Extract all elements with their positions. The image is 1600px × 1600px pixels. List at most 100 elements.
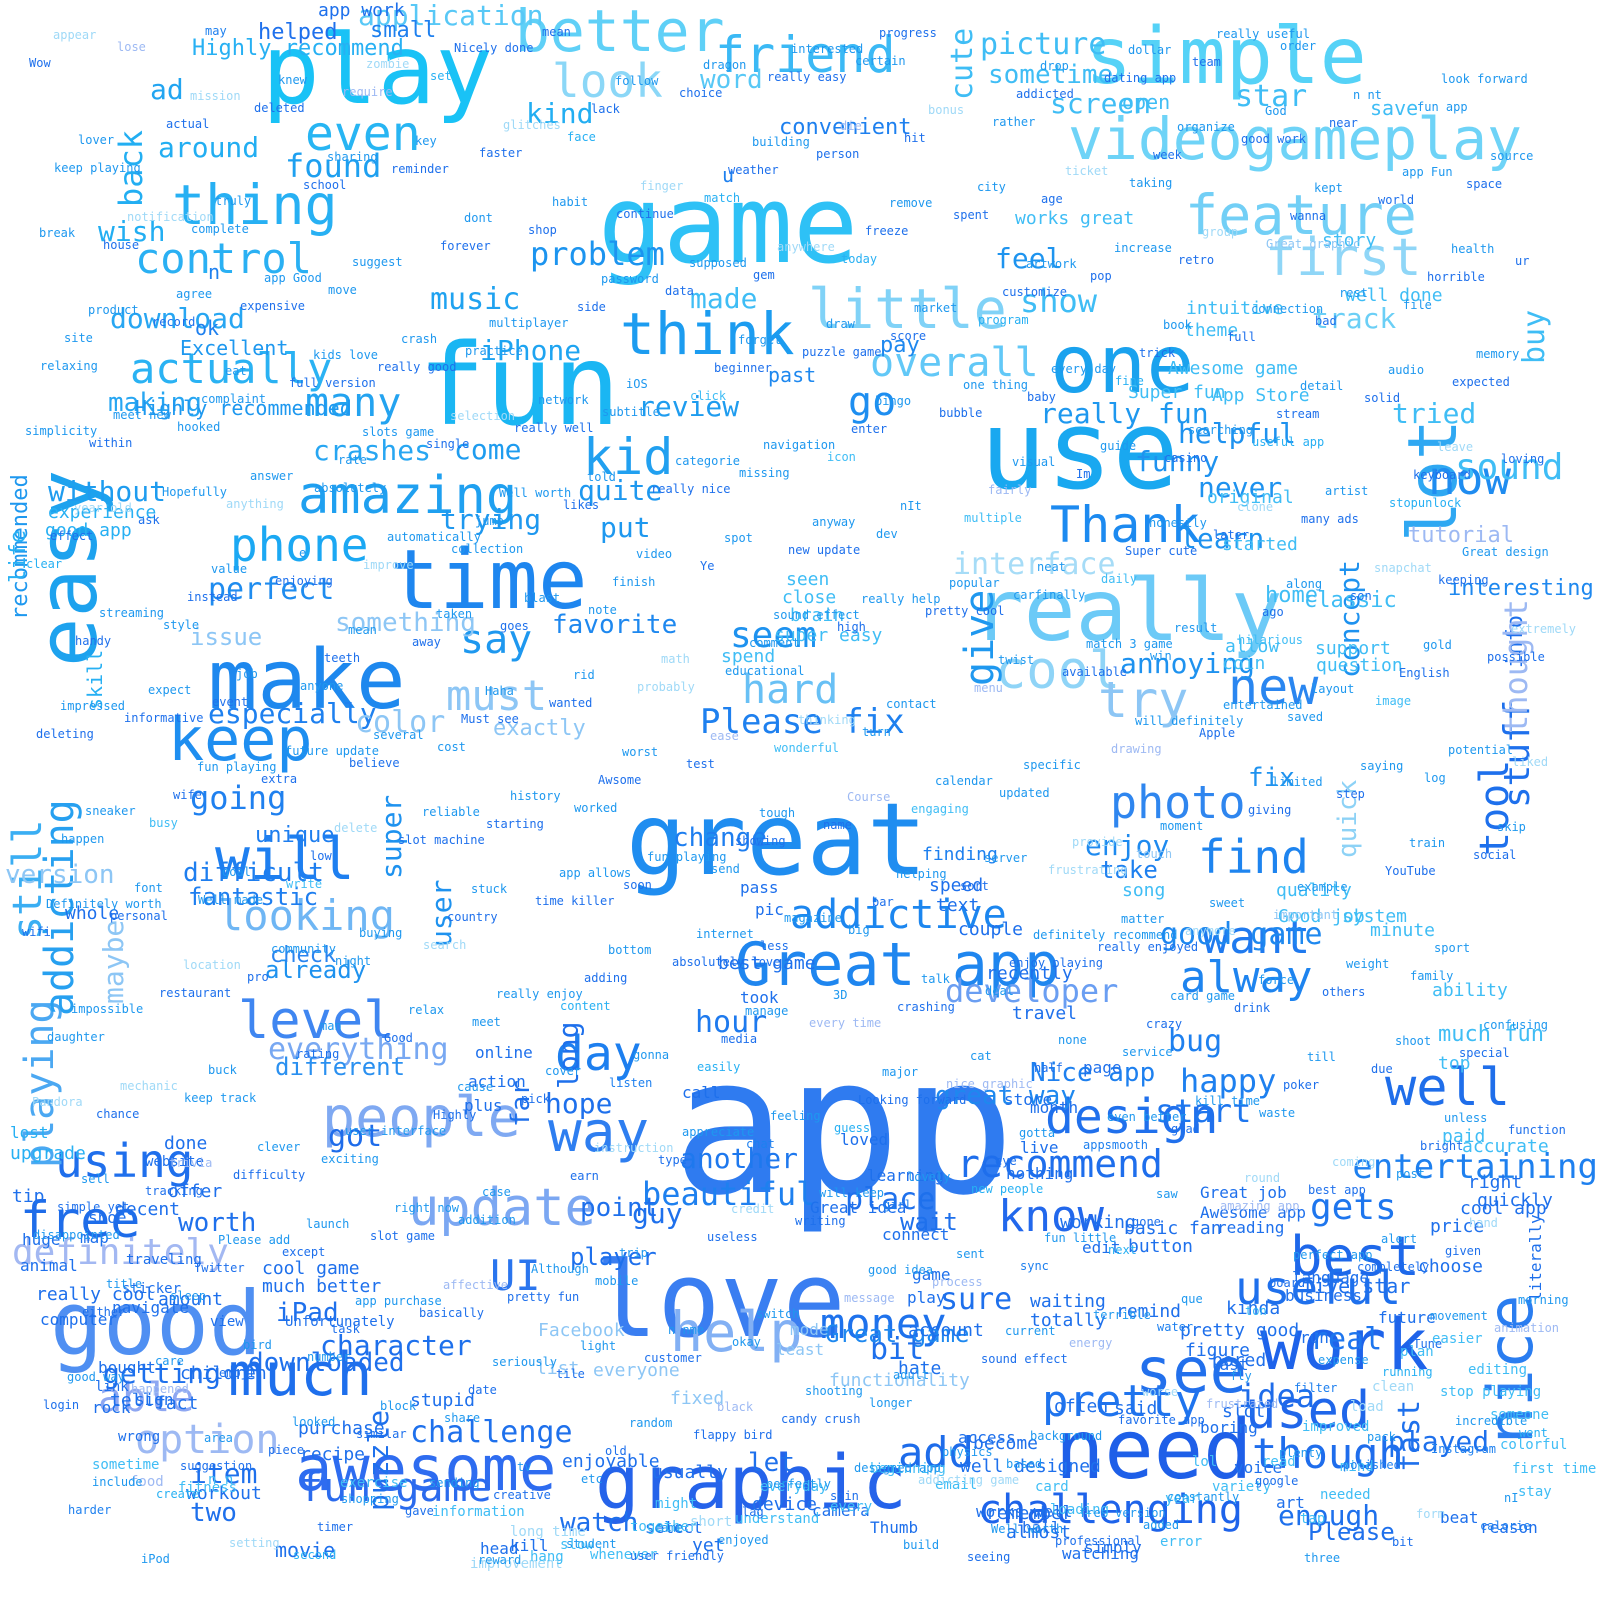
word-lost: lost (10, 1123, 49, 1142)
word-history: history (510, 789, 561, 803)
word-later: later (1213, 528, 1250, 542)
word-getting: getting (103, 1357, 222, 1390)
word-come: come (454, 433, 522, 466)
word-mechanic: mechanic (120, 1079, 178, 1093)
word-ok: ok (195, 316, 220, 340)
word-using: using (55, 1134, 194, 1188)
word-n-n: n n (208, 1472, 234, 1488)
word-book: book (1163, 318, 1192, 332)
word-whenever: whenever (590, 1547, 658, 1563)
word-way: way (548, 1100, 650, 1165)
word-friend: friend (715, 26, 896, 84)
word-adding: adding (584, 971, 628, 985)
word-suggest: suggest (352, 255, 403, 269)
word-wonderful: wonderful (774, 741, 840, 755)
word-photo: photo (1110, 776, 1246, 829)
word-mission: mission (190, 89, 241, 103)
word-little: little (808, 277, 1007, 341)
word-pic: pic (755, 900, 784, 919)
word-slots-game: slots game (362, 425, 435, 439)
word-although: Although (531, 1262, 589, 1276)
word-supposed: supposed (689, 256, 747, 270)
word-ye: Ye (700, 559, 715, 573)
word-job: job (236, 667, 258, 681)
word-youtube: YouTube (1385, 864, 1436, 878)
word-mobile: mobile (595, 1274, 639, 1288)
word-trip: trip (619, 1246, 648, 1260)
word-showing: showing (735, 834, 786, 848)
word-sometime: sometime (92, 1457, 160, 1473)
word-gold: gold (1423, 638, 1452, 652)
word-die: die (840, 119, 862, 133)
word-guide: guide (1100, 439, 1137, 453)
word-less: less (760, 939, 789, 953)
word-first: first (1265, 228, 1422, 288)
word-annoying: annoying (1120, 647, 1255, 680)
word-probably: probably (637, 680, 695, 694)
word-tough: tough (759, 806, 796, 820)
word-shop: shop (528, 223, 557, 237)
word-dev: dev (876, 527, 898, 541)
word-definitely-recommend: definitely recommend (1033, 928, 1178, 942)
word-looked: looked (292, 1415, 336, 1429)
word-mean: mean (348, 623, 377, 637)
word-math: math (661, 652, 690, 666)
word-kinda: kinda (1226, 1298, 1281, 1319)
word-hang: hang (530, 1549, 564, 1565)
word-crazy: crazy (1146, 1017, 1183, 1031)
word-designed-app: designed app (854, 1461, 941, 1475)
word-awesome-app: Awesome app (1200, 1203, 1306, 1222)
word-likes: likes (563, 498, 600, 512)
word-seen: seen (786, 569, 830, 590)
word-drink: drink (1234, 1001, 1271, 1015)
word-addicted: addicted (1016, 87, 1074, 101)
word-everything: everything (268, 1032, 449, 1067)
word-slow: slow (560, 1537, 594, 1553)
word-perfect: perfect (208, 572, 335, 607)
word-professional: professional (1055, 1534, 1142, 1548)
word-filter: filter (1294, 1381, 1338, 1395)
word-easier: easier (1432, 1331, 1483, 1347)
word-take: take (1100, 856, 1158, 884)
word-selection: selection (450, 409, 516, 423)
word-awesome-game: Awesome game (1168, 358, 1299, 379)
word-developer: developer (945, 972, 1119, 1010)
word-least: least (776, 1340, 825, 1359)
word-even-better: even better (1107, 1110, 1187, 1124)
word-magazine: magazine (784, 911, 842, 925)
word-even: even (305, 106, 421, 162)
word-slot: slot (1222, 1401, 1266, 1422)
word-truly: truly (215, 194, 252, 208)
word-enjoy: enjoy (1085, 829, 1170, 862)
word-hard: hard (742, 667, 839, 713)
word-challenge: challenge (410, 1415, 573, 1450)
word-girl: girl (883, 1198, 912, 1212)
word-awesome: awesome (295, 1432, 557, 1505)
word-minute: minute (1370, 920, 1436, 941)
word-full: full (1227, 330, 1256, 344)
word-new-update: new update (788, 543, 861, 557)
word-send: send (711, 862, 740, 876)
word-will-keep: will keep (819, 1186, 885, 1200)
word-intuitive: intuitive (1186, 298, 1284, 319)
word-functionality: functionality (829, 1370, 970, 1391)
word-really-fun: really fun (1040, 397, 1209, 430)
word-handy: handy (75, 634, 112, 648)
word-game: game (598, 163, 859, 288)
word-feature: feature (1185, 183, 1417, 247)
word-going: going (190, 779, 287, 817)
word-search: search (423, 938, 467, 952)
word-good-app: good app (45, 520, 132, 541)
word-haha: Haha (485, 684, 514, 698)
word-glitches: glitches (503, 118, 561, 132)
word-write: write (286, 877, 323, 891)
word-fun-game: fun game (299, 1465, 492, 1511)
word-improved: improved (1302, 1419, 1370, 1435)
word-wanted: wanted (549, 696, 593, 710)
word-twist: twist (998, 653, 1035, 667)
word-busy: busy (149, 816, 178, 830)
word-pick: pick (521, 1092, 550, 1106)
word-favorite-app: favorite app (1118, 1413, 1205, 1427)
word-style: style (163, 618, 200, 632)
